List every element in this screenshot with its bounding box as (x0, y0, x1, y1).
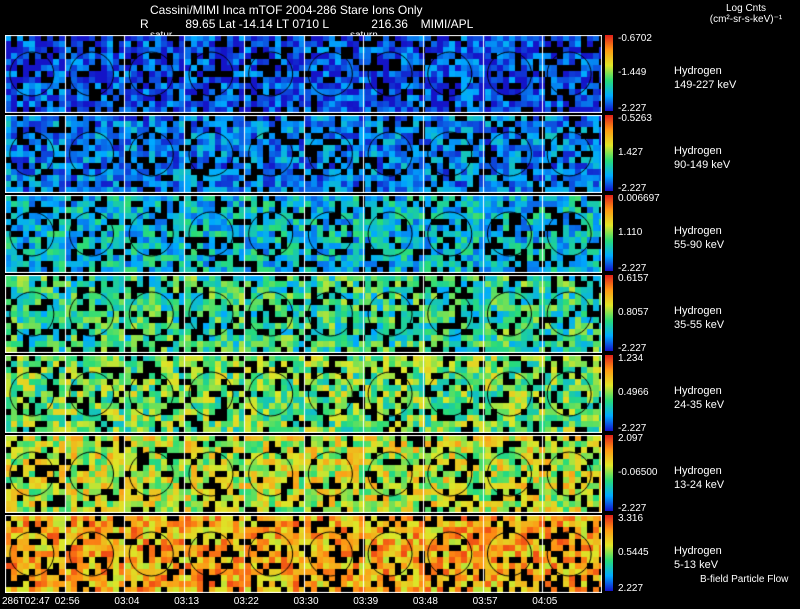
colorbar-max-label: 3.316 (618, 513, 644, 524)
colorbar-max-label: -0.6702 (618, 33, 652, 44)
colorbar-title: Log Cnts (cm²-sr-s-keV)⁻¹ (706, 3, 786, 25)
bfield-flow-label: B-field Particle Flow (700, 574, 789, 585)
species-label: Hydrogen (674, 65, 722, 77)
panel-row (5, 355, 602, 433)
time-tick-label: 03:04 (114, 596, 140, 607)
energy-label: 149-227 keV (674, 79, 737, 91)
panel-row (5, 275, 602, 353)
colorbar-title-line2: (cm²-sr-s-keV)⁻¹ (709, 14, 783, 25)
colorbar-mid-label: 0.8057 (618, 307, 649, 318)
counts-image (5, 275, 602, 353)
r-label: R (140, 17, 149, 31)
energy-label: 13-24 keV (674, 479, 725, 491)
energy-label: 55-90 keV (674, 239, 725, 251)
time-tick-label: 03:30 (293, 596, 319, 607)
plot-title: Cassini/MIMI Inca mTOF 2004-286 Stare Io… (150, 3, 423, 17)
institution: MIMI/APL (420, 17, 474, 31)
species-label: Hydrogen (674, 385, 722, 397)
ephemeris-text: 89.65 Lat -14.14 LT 0710 L (185, 17, 329, 31)
colorbar-min-label: -2.227 (618, 503, 647, 514)
colorbar (605, 115, 613, 191)
ephemeris-value: 216.36 (371, 17, 408, 31)
species-label: Hydrogen (674, 145, 722, 157)
counts-image (5, 195, 602, 273)
panel-row (5, 115, 602, 193)
colorbar-mid-label: 0.5445 (618, 547, 649, 558)
time-axis: 286T02:47 02:56 03:04 03:13 03:22 03:30 03:39 0… (0, 596, 620, 609)
panel-row (5, 35, 602, 113)
colorbar-max-label: 1.234 (618, 353, 644, 364)
energy-label: 5-13 keV (674, 559, 719, 571)
time-tick-label: 286T02:47 (2, 596, 50, 607)
energy-label: 90-149 keV (674, 159, 731, 171)
colorbar-min-label: 2.227 (618, 583, 644, 594)
colorbar-max-label: 0.006697 (618, 193, 660, 204)
colorbar (605, 355, 613, 431)
colorbar (605, 515, 613, 591)
colorbar-min-label: -2.227 (618, 423, 647, 434)
counts-image (5, 355, 602, 433)
time-tick-label: 03:48 (412, 596, 438, 607)
colorbar-max-label: -0.5263 (618, 113, 652, 124)
colorbar-min-label: -2.227 (618, 263, 647, 274)
colorbar-min-label: -2.227 (618, 103, 647, 114)
colorbar-max-label: 2.097 (618, 433, 644, 444)
colorbar-mid-label: -1.449 (618, 67, 647, 78)
colorbar (605, 275, 613, 351)
colorbar-mid-label: 1.110 (618, 227, 643, 238)
species-label: Hydrogen (674, 545, 722, 557)
panel-row (5, 195, 602, 273)
colorbar-mid-label: 1.427 (618, 147, 644, 158)
time-tick-label: 02:56 (54, 596, 80, 607)
colorbar (605, 35, 613, 111)
colorbar (605, 435, 613, 511)
time-tick-label: 04:05 (532, 596, 558, 607)
energy-label: 24-35 keV (674, 399, 725, 411)
time-tick-label: 03:22 (233, 596, 259, 607)
counts-image (5, 115, 602, 193)
energy-label: 35-55 keV (674, 319, 725, 331)
colorbar-max-label: 0.6157 (618, 273, 649, 284)
colorbar-title-line1: Log Cnts (725, 3, 767, 14)
counts-image (5, 515, 602, 593)
colorbar-mid-label: -0.06500 (618, 467, 658, 478)
time-tick-label: 03:13 (174, 596, 200, 607)
counts-image (5, 435, 602, 513)
panel-row (5, 435, 602, 513)
counts-image (5, 35, 602, 113)
colorbar-min-label: -2.227 (618, 183, 647, 194)
species-label: Hydrogen (674, 225, 722, 237)
ephemeris-line: R 89.65 Lat -14.14 LT 0710 L 216.36 MIMI… (140, 17, 473, 31)
time-tick-label: 03:57 (472, 596, 498, 607)
species-label: Hydrogen (674, 305, 722, 317)
colorbar (605, 195, 613, 271)
species-label: Hydrogen (674, 465, 722, 477)
time-tick-label: 03:39 (353, 596, 379, 607)
panel-row (5, 515, 602, 593)
colorbar-min-label: -2.227 (618, 343, 647, 354)
colorbar-mid-label: 0.4966 (618, 387, 649, 398)
